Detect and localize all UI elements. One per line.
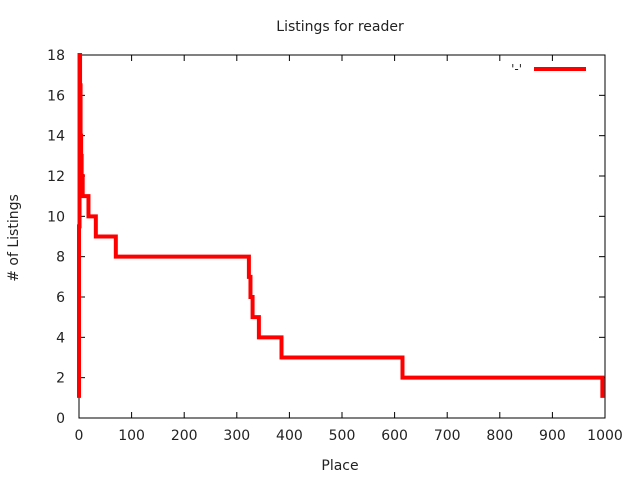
y-tick-label: 4 bbox=[56, 330, 65, 346]
y-tick-label: 12 bbox=[47, 169, 65, 185]
legend-label: '-' bbox=[511, 62, 522, 76]
x-tick-label: 300 bbox=[223, 428, 250, 444]
y-tick-label: 10 bbox=[47, 209, 65, 225]
x-tick-label: 600 bbox=[381, 428, 408, 444]
x-tick-label: 1000 bbox=[587, 428, 623, 444]
x-tick-label: 800 bbox=[486, 428, 513, 444]
x-tick-label: 900 bbox=[539, 428, 566, 444]
x-tick-label: 700 bbox=[434, 428, 461, 444]
x-tick-label: 200 bbox=[171, 428, 198, 444]
y-tick-label: 18 bbox=[47, 48, 65, 64]
y-tick-label: 2 bbox=[56, 371, 65, 387]
series-line bbox=[77, 53, 605, 398]
x-tick-label: 100 bbox=[118, 428, 145, 444]
y-tick-label: 6 bbox=[56, 290, 65, 306]
axes bbox=[78, 54, 606, 419]
x-axis-title: Place bbox=[321, 458, 358, 474]
y-tick-label: 8 bbox=[56, 250, 65, 266]
x-tick-label: 400 bbox=[276, 428, 303, 444]
plot-frame bbox=[78, 54, 606, 419]
series bbox=[77, 53, 605, 398]
y-tick-label: 16 bbox=[47, 88, 65, 104]
chart-title: Listings for reader bbox=[276, 19, 404, 35]
y-tick-label: 0 bbox=[56, 411, 65, 427]
y-axis-title: # of Listings bbox=[6, 194, 22, 282]
y-tick-label: 14 bbox=[47, 129, 65, 145]
x-tick-label: 500 bbox=[329, 428, 356, 444]
x-tick-label: 0 bbox=[75, 428, 84, 444]
legend: '-' bbox=[511, 62, 586, 76]
ticks: 0 100 200 300 400 500 600 700 800 900 1000 0 2 4 6 8 10 1… bbox=[47, 48, 623, 444]
